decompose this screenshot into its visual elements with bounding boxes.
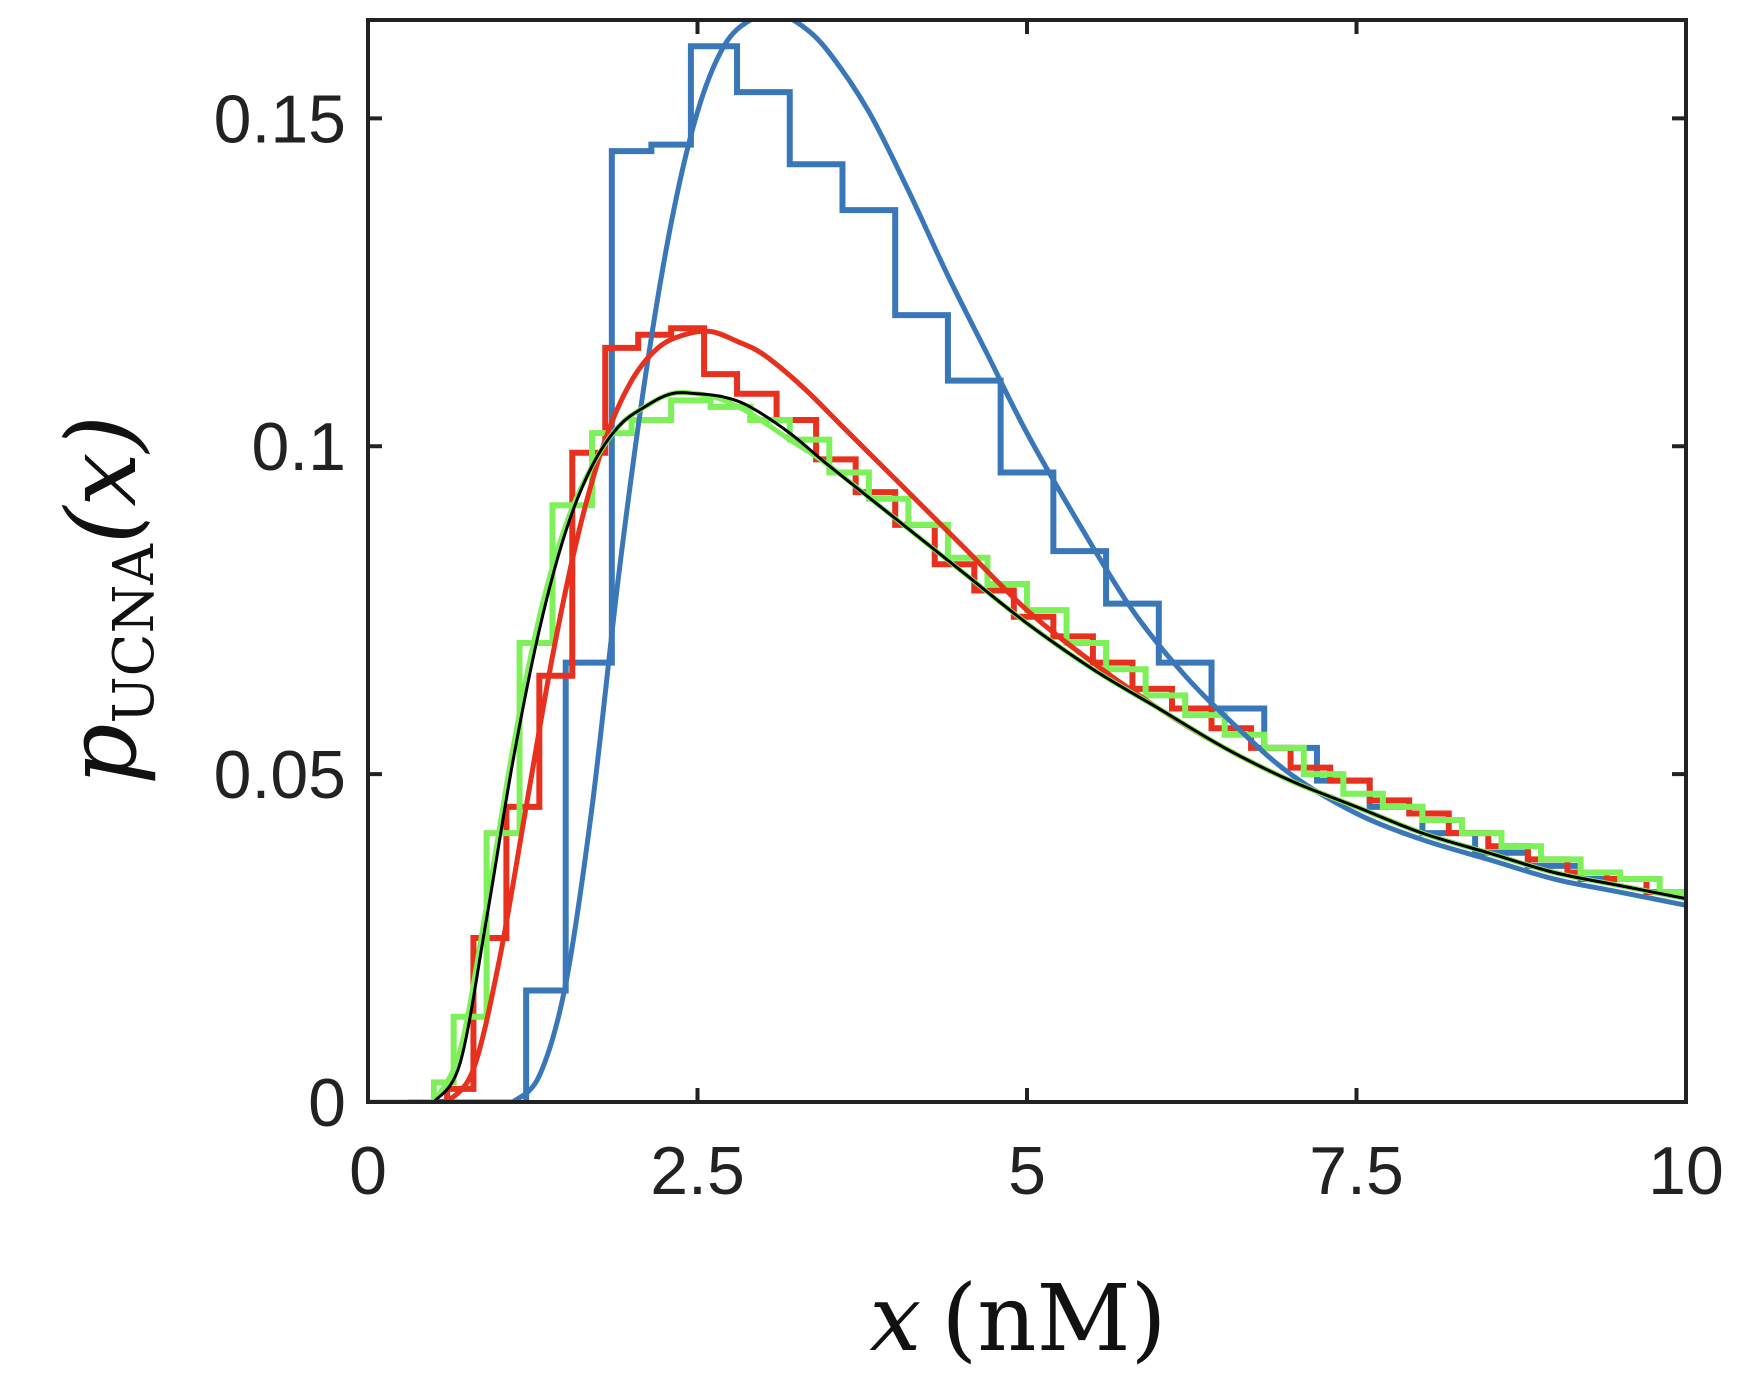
x-axis-ticks: 0 2.5 5 7.5 10 [349,20,1724,1209]
x-tick-label: 0 [349,1133,387,1209]
x-tick-label: 5 [1008,1133,1046,1209]
fit-curve-layer [368,20,1686,1102]
x-tick-label: 7.5 [1309,1133,1404,1209]
y-tick-label: 0.15 [214,81,346,157]
y-axis-ticks: 0 0.05 0.1 0.15 [214,81,1686,1141]
x-tick-label: 10 [1648,1133,1724,1209]
y-tick-label: 0.1 [251,409,346,485]
fit-curve-blue-fit [511,20,1686,1102]
fit-curve-black-fit [432,391,1686,1102]
histogram-7ef05a [407,397,1686,1102]
x-tick-label: 2.5 [650,1133,745,1209]
y-tick-label: 0 [308,1065,346,1141]
y-tick-label: 0.05 [214,737,346,813]
histogram-3a77b8 [523,43,1634,1102]
y-axis-label: pUCNA(x) [46,415,167,785]
x-axis-label: x (nM) [869,1265,1166,1372]
